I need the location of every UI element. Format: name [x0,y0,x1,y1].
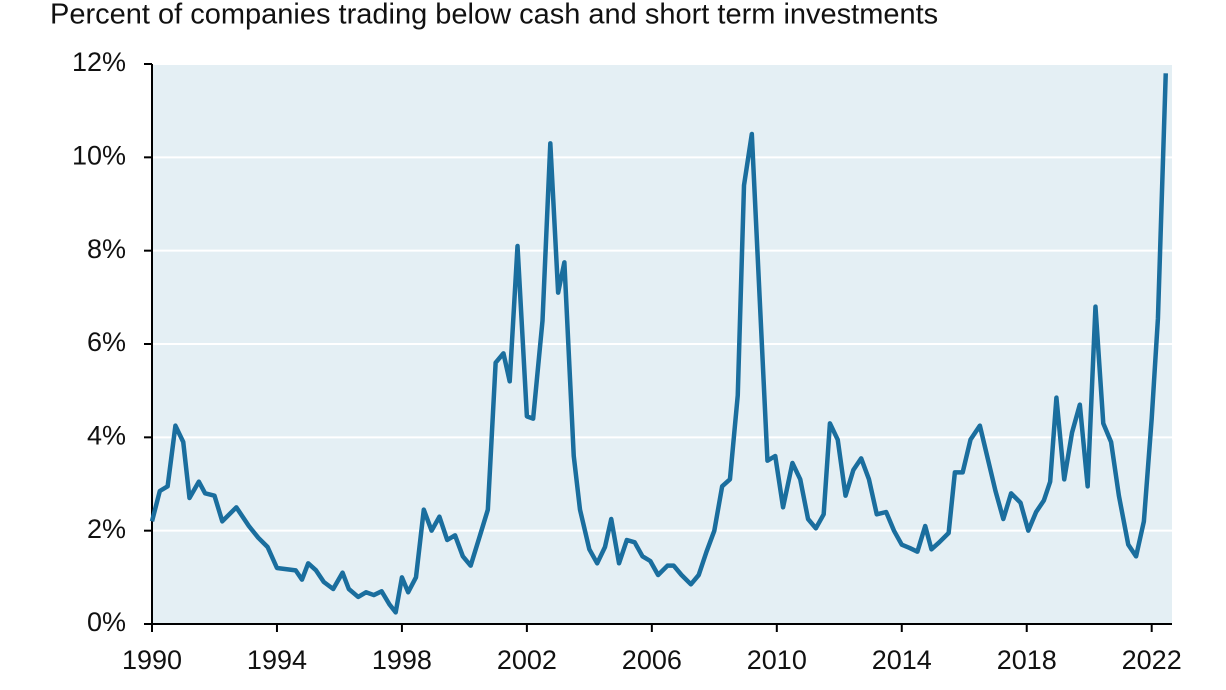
y-tick-label: 8% [87,234,126,264]
y-tick-label: 2% [87,514,126,544]
x-tick-label: 2014 [872,645,932,675]
x-tick-label: 2018 [997,645,1057,675]
x-tick-label: 2006 [622,645,682,675]
y-tick-label: 0% [87,607,126,637]
y-tick-label: 4% [87,420,126,450]
y-tick-label: 6% [87,327,126,357]
y-tick-label: 12% [72,47,126,77]
x-tick-label: 1990 [122,645,182,675]
x-tick-label: 2022 [1122,645,1182,675]
data-line [149,73,1168,615]
x-tick-label: 2010 [747,645,807,675]
x-tick-label: 2002 [497,645,557,675]
chart-title: Percent of companies trading below cash … [50,0,938,31]
y-tick-label: 10% [72,140,126,170]
x-tick-label: 1994 [247,645,307,675]
x-tick-label: 1998 [372,645,432,675]
